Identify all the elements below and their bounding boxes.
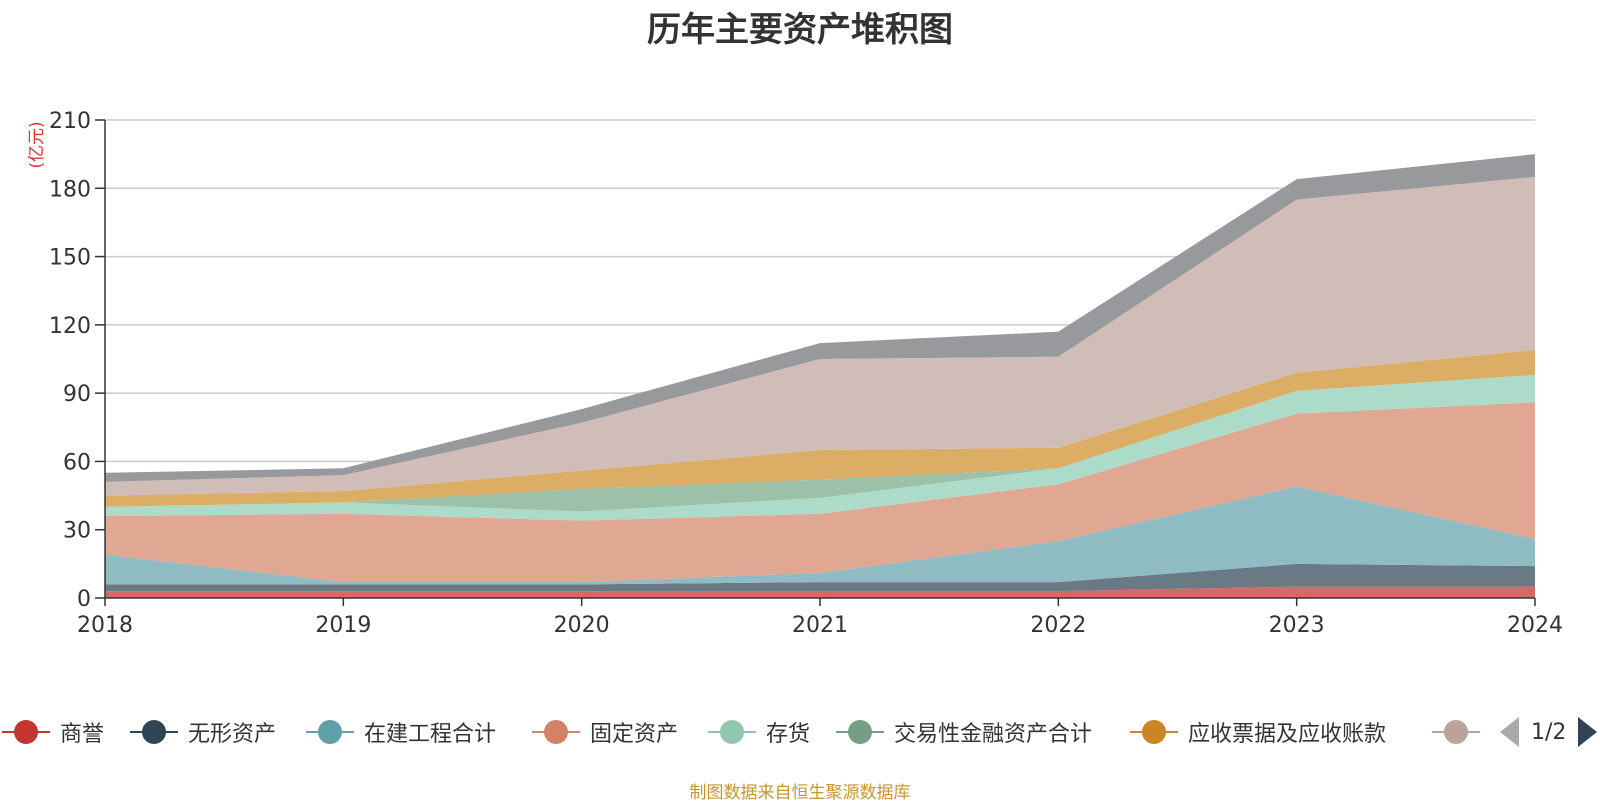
legend-page-indicator: 1/2 [1531, 719, 1567, 745]
legend-marker-icon [1430, 717, 1482, 747]
x-tick-label: 2023 [1269, 613, 1325, 638]
legend-label: 交易性金融资产合计 [894, 722, 1093, 747]
area-series [105, 154, 1535, 598]
legend-item[interactable]: 固定资产 [530, 712, 678, 752]
legend-item[interactable] [1430, 712, 1482, 752]
legend-marker-icon [0, 717, 52, 747]
legend-label: 应收票据及应收账款 [1188, 722, 1387, 747]
legend-label: 在建工程合计 [364, 722, 497, 747]
legend-pager: 1/2 [1500, 712, 1598, 752]
y-tick-label: 0 [77, 587, 91, 612]
legend-marker-icon [128, 717, 180, 747]
legend-item[interactable]: 存货 [706, 712, 810, 752]
legend-marker-icon [1128, 717, 1180, 747]
x-tick-label: 2022 [1030, 613, 1086, 638]
area-series-5[interactable] [105, 374, 1535, 512]
area-series-1[interactable] [105, 563, 1535, 592]
legend-prev-page-icon[interactable] [1500, 717, 1519, 747]
y-tick-label: 210 [49, 109, 91, 134]
area-series-3[interactable] [105, 402, 1535, 583]
legend-item[interactable]: 商誉 [0, 712, 104, 752]
y-tick-label: 90 [63, 382, 91, 407]
legend: 商誉 无形资产 在建工程合计 固定资产 存货 交易性金融资产合计 应收票据及应收账款 [0, 712, 1600, 752]
legend-marker-icon [834, 717, 886, 747]
y-tick-label: 120 [49, 314, 91, 339]
area-series-7[interactable] [105, 176, 1535, 496]
legend-next-page-icon[interactable] [1578, 717, 1598, 747]
y-tick-label: 150 [49, 246, 91, 271]
legend-marker-icon [530, 717, 582, 747]
x-tick-label: 2024 [1507, 613, 1563, 638]
legend-item[interactable]: 应收票据及应收账款 [1128, 712, 1386, 752]
legend-label: 商誉 [60, 722, 105, 747]
x-tick-label: 2020 [554, 613, 610, 638]
legend-label: 无形资产 [188, 722, 277, 747]
legend-label: 存货 [766, 722, 811, 747]
x-tick-label: 2018 [77, 613, 133, 638]
area-series-2[interactable] [105, 486, 1535, 585]
area-series-0[interactable] [105, 586, 1535, 598]
legend-marker-icon [706, 717, 758, 747]
chart-title: 历年主要资产堆积图 [647, 10, 953, 50]
legend-label: 固定资产 [590, 722, 679, 747]
y-tick-label: 180 [49, 177, 91, 202]
axes: 0 30 60 90 120 150 180 210 2018 2019 2020 2021 2022 2… [49, 109, 1563, 638]
legend-marker-icon [304, 717, 356, 747]
y-tick-label: 30 [63, 519, 91, 544]
area-series-6[interactable] [105, 349, 1535, 507]
area-series-8[interactable] [105, 154, 1535, 482]
x-tick-label: 2021 [792, 613, 848, 638]
legend-item[interactable]: 无形资产 [128, 712, 276, 752]
legend-item[interactable]: 交易性金融资产合计 [834, 712, 1092, 752]
source-note: 制图数据来自恒生聚源数据库 [689, 783, 911, 803]
y-tick-label: 60 [63, 450, 91, 475]
y-axis-unit-label: (亿元) [27, 121, 47, 168]
legend-item[interactable]: 在建工程合计 [304, 712, 496, 752]
area-series-4[interactable] [105, 374, 1535, 521]
x-tick-label: 2019 [315, 613, 371, 638]
